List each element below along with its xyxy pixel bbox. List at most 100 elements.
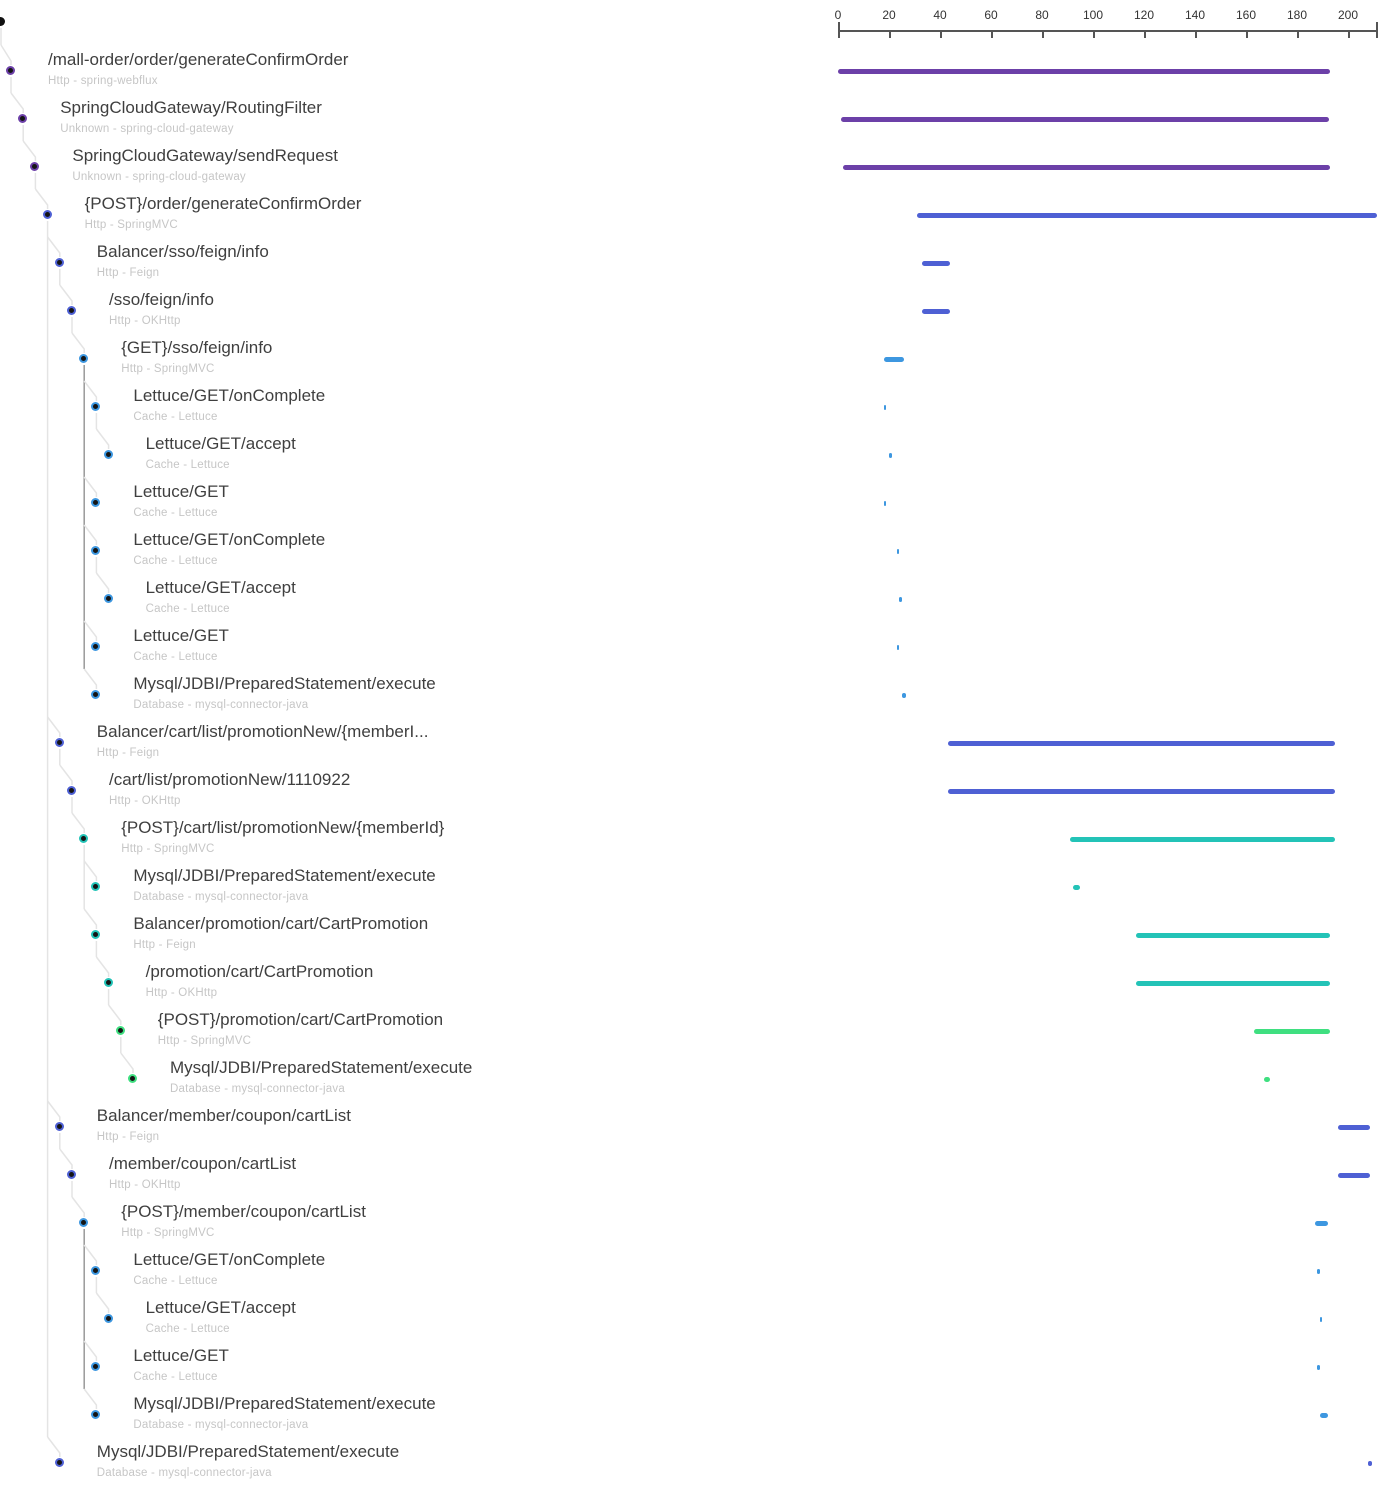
span-node-dot[interactable]	[91, 642, 101, 651]
span-duration-bar[interactable]	[1317, 1364, 1320, 1370]
span-node-dot[interactable]	[103, 1314, 113, 1323]
span-title[interactable]: /promotion/cart/CartPromotion	[145, 962, 374, 981]
span-title[interactable]: SpringCloudGateway/RoutingFilter	[60, 98, 322, 117]
span-node-dot[interactable]	[91, 546, 101, 555]
span-title[interactable]: {POST}/cart/list/promotionNew/{memberId}	[121, 818, 445, 837]
span-subtitle: Http - SpringMVC	[157, 1035, 252, 1047]
span-title[interactable]: Mysql/JDBI/PreparedStatement/execute	[170, 1058, 473, 1077]
span-node-dot[interactable]	[91, 1266, 101, 1275]
span-title[interactable]: Balancer/sso/feign/info	[96, 242, 269, 261]
span-duration-bar[interactable]	[922, 308, 951, 314]
span-duration-bar[interactable]	[896, 548, 900, 554]
span-duration-bar[interactable]	[1368, 1460, 1373, 1466]
span-node-dot[interactable]	[79, 834, 89, 843]
span-duration-bar[interactable]	[947, 740, 1336, 746]
span-duration-bar[interactable]	[883, 356, 905, 362]
span-node-dot[interactable]	[54, 1122, 64, 1131]
span-node-dot[interactable]	[91, 402, 101, 411]
span-node-dot[interactable]	[91, 1362, 101, 1371]
span-duration-bar[interactable]	[922, 260, 951, 266]
span-title[interactable]: {POST}/member/coupon/cartList	[121, 1202, 366, 1221]
span-subtitle: Database - mysql-connector-java	[133, 699, 309, 711]
span-duration-bar[interactable]	[1136, 932, 1331, 938]
span-node-dot[interactable]	[128, 1074, 137, 1083]
span-duration-bar[interactable]	[843, 164, 1331, 170]
span-title[interactable]: {GET}/sso/feign/info	[121, 338, 273, 357]
span-title[interactable]: {POST}/order/generateConfirmOrder	[84, 194, 362, 213]
span-node-dot[interactable]	[91, 690, 101, 699]
span-node-dot[interactable]	[67, 306, 76, 315]
span-duration-bar[interactable]	[883, 500, 887, 506]
span-title[interactable]: /sso/feign/info	[109, 290, 214, 309]
span-node-dot[interactable]	[67, 786, 76, 795]
span-node-dot[interactable]	[103, 978, 113, 987]
span-title[interactable]: Lettuce/GET/onComplete	[133, 386, 326, 405]
span-title[interactable]: Mysql/JDBI/PreparedStatement/execute	[133, 866, 436, 885]
span-duration-bar[interactable]	[840, 116, 1329, 122]
span-duration-bar[interactable]	[1337, 1124, 1370, 1130]
span-node-dot[interactable]	[91, 930, 101, 939]
span-title[interactable]: {POST}/promotion/cart/CartPromotion	[157, 1010, 444, 1029]
span-title[interactable]: Mysql/JDBI/PreparedStatement/execute	[133, 1394, 436, 1413]
span-duration-bar[interactable]	[1263, 1076, 1271, 1082]
span-title[interactable]: Lettuce/GET	[133, 626, 229, 645]
span-duration-bar[interactable]	[838, 68, 1331, 74]
span-subtitle: Http - Feign	[96, 267, 160, 279]
span-duration-bar[interactable]	[1319, 1412, 1328, 1418]
span-title[interactable]: /cart/list/promotionNew/1110922	[109, 770, 351, 789]
span-title[interactable]: Balancer/cart/list/promotionNew/{memberI…	[96, 722, 429, 741]
span-title[interactable]: SpringCloudGateway/sendRequest	[72, 146, 338, 165]
axis-tick	[889, 31, 891, 38]
span-duration-bar[interactable]	[901, 692, 906, 698]
span-duration-bar[interactable]	[917, 212, 1378, 218]
span-title[interactable]: /mall-order/order/generateConfirmOrder	[48, 50, 349, 69]
span-duration-bar[interactable]	[1337, 1172, 1370, 1178]
span-node-dot[interactable]	[91, 1410, 101, 1419]
span-node-dot[interactable]	[18, 114, 28, 123]
span-title[interactable]: Mysql/JDBI/PreparedStatement/execute	[96, 1442, 400, 1461]
span-node-dot[interactable]	[103, 450, 113, 459]
span-title[interactable]: Lettuce/GET	[133, 482, 229, 501]
span-subtitle: Database - mysql-connector-java	[133, 1419, 309, 1431]
span-title[interactable]: Lettuce/GET/accept	[145, 578, 296, 597]
span-subtitle: Unknown - spring-cloud-gateway	[60, 123, 234, 135]
span-node-dot[interactable]	[79, 354, 89, 363]
span-duration-bar[interactable]	[883, 404, 887, 410]
span-duration-bar[interactable]	[1070, 836, 1336, 842]
span-duration-bar[interactable]	[889, 452, 892, 458]
axis-tick-label: 140	[1184, 8, 1206, 22]
span-title[interactable]: Lettuce/GET	[133, 1346, 229, 1365]
span-title[interactable]: Lettuce/GET/onComplete	[133, 530, 326, 549]
span-title[interactable]: Balancer/member/coupon/cartList	[96, 1106, 351, 1125]
span-subtitle: Http - spring-webflux	[48, 75, 158, 87]
span-node-dot[interactable]	[54, 738, 64, 747]
span-title[interactable]: Lettuce/GET/onComplete	[133, 1250, 326, 1269]
span-duration-bar[interactable]	[896, 644, 900, 650]
span-node-dot[interactable]	[54, 258, 64, 267]
span-node-dot[interactable]	[6, 66, 15, 75]
span-duration-bar[interactable]	[899, 596, 902, 602]
span-duration-bar[interactable]	[1317, 1268, 1320, 1274]
span-duration-bar[interactable]	[1136, 980, 1331, 986]
span-node-dot[interactable]	[115, 1026, 125, 1035]
span-title[interactable]: /member/coupon/cartList	[109, 1154, 297, 1173]
span-title[interactable]: Lettuce/GET/accept	[145, 1298, 296, 1317]
span-duration-bar[interactable]	[1314, 1220, 1328, 1226]
span-title[interactable]: Balancer/promotion/cart/CartPromotion	[133, 914, 429, 933]
span-node-dot[interactable]	[103, 594, 113, 603]
span-subtitle: Http - Feign	[133, 939, 196, 951]
span-node-dot[interactable]	[30, 162, 40, 171]
root-node-dot[interactable]	[0, 17, 5, 26]
span-node-dot[interactable]	[91, 498, 101, 507]
span-duration-bar[interactable]	[947, 788, 1336, 794]
span-node-dot[interactable]	[79, 1218, 89, 1227]
span-node-dot[interactable]	[42, 210, 52, 219]
span-duration-bar[interactable]	[1319, 1316, 1323, 1322]
span-node-dot[interactable]	[67, 1170, 76, 1179]
span-title[interactable]: Lettuce/GET/accept	[145, 434, 296, 453]
span-node-dot[interactable]	[54, 1458, 64, 1467]
span-title[interactable]: Mysql/JDBI/PreparedStatement/execute	[133, 674, 436, 693]
span-duration-bar[interactable]	[1072, 884, 1081, 890]
span-node-dot[interactable]	[91, 882, 101, 891]
span-duration-bar[interactable]	[1253, 1028, 1331, 1034]
